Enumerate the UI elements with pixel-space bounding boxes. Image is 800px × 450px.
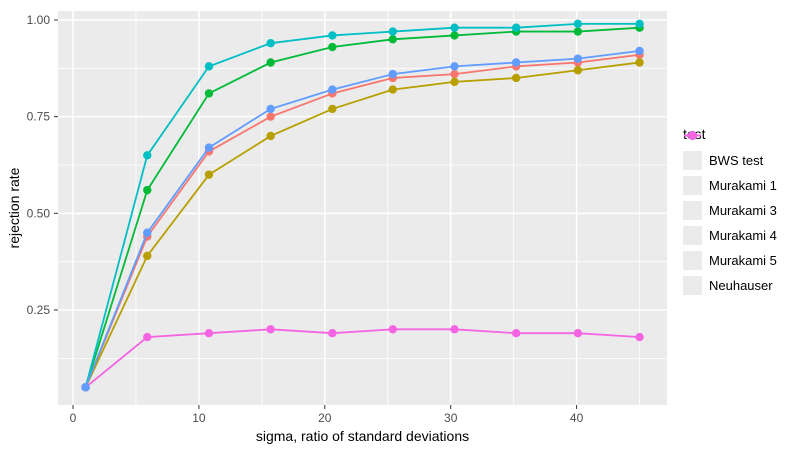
legend-key-line-dot-icon <box>683 131 702 295</box>
data-point <box>388 85 397 94</box>
data-point <box>204 329 214 338</box>
data-point <box>266 38 275 48</box>
legend-label: Neuhauser <box>709 278 773 293</box>
data-point <box>511 23 521 32</box>
data-point <box>388 325 397 334</box>
series-murakami-4 <box>81 19 644 392</box>
x-tick-label: 30 <box>444 411 458 425</box>
series-line <box>84 61 640 388</box>
x-tick-label: 0 <box>70 411 77 425</box>
plot-panel <box>58 11 667 405</box>
data-point <box>143 228 152 237</box>
series-line <box>85 328 640 389</box>
data-point <box>573 19 583 29</box>
legend-entry: Murakami 4 <box>683 131 777 245</box>
data-point <box>388 27 397 36</box>
data-point <box>204 143 214 152</box>
series-neuhauser <box>81 325 644 392</box>
legend-key-line-dot-icon <box>683 131 702 220</box>
data-point <box>388 69 397 79</box>
y-tick-label: 0.75 <box>27 110 51 124</box>
data-point <box>328 329 337 338</box>
gridlines <box>58 11 667 405</box>
data-point <box>328 85 337 94</box>
y-axis-title: rejection rate <box>6 167 22 249</box>
data-point <box>573 66 583 75</box>
data-point <box>266 104 275 114</box>
series-line <box>84 50 640 388</box>
data-point <box>511 73 521 83</box>
data-point <box>635 58 644 67</box>
y-tick-label: 1.00 <box>27 13 51 27</box>
axes: 0 10 20 30 40 0.25 0.50 0.75 1.00 <box>27 13 584 425</box>
x-tick-label: 40 <box>570 411 584 425</box>
data-point <box>266 325 275 334</box>
legend-key-line-dot-icon <box>683 131 702 170</box>
data-point <box>143 151 152 160</box>
data-point <box>266 112 275 121</box>
data-point <box>266 131 275 141</box>
data-point <box>450 31 459 40</box>
data-point <box>450 325 459 334</box>
data-point <box>266 58 275 67</box>
data-point <box>204 89 214 98</box>
data-point <box>511 329 521 338</box>
x-tick-label: 20 <box>318 411 332 425</box>
legend: test BWS test Murakami 1 Murakami 3 Mura… <box>683 126 777 301</box>
data-point <box>388 35 397 44</box>
data-point <box>328 31 337 40</box>
x-tick-label: 10 <box>192 411 206 425</box>
series-murakami-5 <box>81 46 644 392</box>
y-tick-label: 0.25 <box>27 303 51 317</box>
series-line <box>84 26 640 388</box>
x-axis-title: sigma, ratio of standard deviations <box>255 428 470 444</box>
legend-key-line-dot-icon <box>683 131 702 270</box>
data-point <box>573 54 583 63</box>
data-point <box>143 185 152 195</box>
legend-key-line-dot-icon <box>683 131 702 245</box>
data-point <box>450 62 459 71</box>
legend-entry: Murakami 1 <box>683 131 777 195</box>
data-point <box>450 23 459 32</box>
legend-entry: Neuhauser <box>683 131 777 295</box>
data-point <box>635 332 644 342</box>
legend-key-line-dot-icon <box>683 131 702 195</box>
legend-entry: Murakami 5 <box>683 131 777 270</box>
data-point <box>143 251 152 261</box>
legend-entry: Murakami 3 <box>683 131 777 220</box>
data-point <box>450 69 459 79</box>
data-point <box>511 58 521 67</box>
series-line <box>84 53 640 388</box>
data-point <box>143 332 152 342</box>
data-point <box>573 329 583 338</box>
series-line <box>84 22 640 388</box>
data-point <box>573 27 583 36</box>
legend-label: BWS test <box>709 153 764 168</box>
legend-entry: BWS test <box>683 131 777 170</box>
data-point <box>81 383 90 392</box>
data-point <box>204 62 214 71</box>
legend-label: Murakami 5 <box>709 253 777 268</box>
legend-label: Murakami 3 <box>709 203 777 218</box>
y-tick-label: 0.50 <box>27 206 51 220</box>
data-point <box>635 19 644 29</box>
data-point <box>328 42 337 52</box>
legend-label: Murakami 4 <box>709 228 777 243</box>
data-point <box>450 77 459 87</box>
legend-label: Murakami 1 <box>709 178 777 193</box>
data-point <box>204 170 214 179</box>
data-point <box>635 46 644 56</box>
data-point <box>328 104 337 114</box>
